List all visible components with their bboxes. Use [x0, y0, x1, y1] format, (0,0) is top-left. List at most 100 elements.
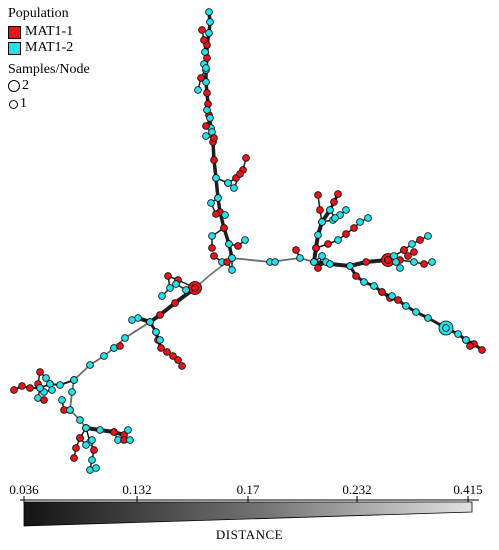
mat1-2-node — [412, 308, 420, 316]
mat1-2-node — [126, 436, 134, 444]
mat1-2-node — [206, 18, 214, 26]
mat1-2-node — [76, 416, 84, 424]
node-size-2-icon — [8, 80, 20, 92]
mat1-1-node — [26, 384, 34, 392]
size-legend-item-1: 1 — [8, 96, 27, 112]
mat1-2-node — [241, 236, 249, 244]
mat1-1-node — [203, 89, 211, 97]
mat1-2-node — [334, 236, 342, 244]
mat1-2-node — [410, 258, 418, 266]
mat1-2-node — [442, 324, 450, 332]
mat1-1-node — [210, 134, 218, 142]
mat1-1-node — [316, 206, 324, 214]
mat1-2-node — [224, 179, 232, 187]
mat1-1-node — [212, 210, 220, 218]
mat1-1-node — [198, 26, 206, 34]
mat1-2-node — [205, 29, 213, 37]
mat1-2-node — [36, 384, 44, 392]
mat1-2-node — [326, 260, 334, 268]
mat1-1-node — [334, 190, 342, 198]
mat1-1-node — [394, 296, 402, 304]
node-size-1-icon — [9, 99, 18, 109]
mat1-1-node — [40, 396, 48, 404]
mat1-2-node — [182, 286, 190, 294]
mat1-2-node — [314, 231, 322, 239]
mat1-1-node — [312, 244, 320, 252]
mat1-1-node — [200, 36, 208, 44]
mat1-2-node — [205, 8, 213, 16]
scale-tick-label: 0.17 — [236, 482, 260, 497]
mat1-1-node — [404, 252, 412, 260]
mat1-2-node — [206, 114, 214, 122]
mat1-2-node — [128, 316, 136, 324]
network-nodes — [10, 8, 486, 474]
mat1-2-node — [331, 214, 339, 222]
mat1-2-node — [388, 292, 396, 300]
mat1-1-node — [197, 74, 205, 82]
legend-item-label: MAT1-2 — [25, 40, 74, 55]
scale-tick-label: 0.415 — [453, 482, 483, 497]
mat1-2-node — [121, 334, 129, 342]
scale-tick-label: 0.232 — [342, 482, 372, 497]
mat1-1-node — [202, 122, 210, 130]
mat1-2-node — [194, 86, 202, 94]
mat1-2-node — [364, 214, 372, 222]
mat1-1-node — [110, 428, 118, 436]
mat1-2-node — [88, 436, 96, 444]
mat1-2-node — [428, 258, 436, 266]
mat1-1-node — [378, 288, 386, 296]
mat1-2-node — [158, 292, 166, 300]
samples-per-node-title: Samples/Node — [8, 62, 90, 77]
mat1-2-node — [408, 240, 416, 248]
mat1-2-node — [318, 218, 326, 226]
mat1-2-node — [42, 374, 50, 382]
mat1-2-node — [66, 406, 74, 414]
mat1-1-node — [223, 258, 231, 266]
mat1-2-node — [156, 336, 164, 344]
mat1-2-node — [202, 78, 210, 86]
mat1-2-node — [96, 426, 104, 434]
network-edge — [73, 427, 87, 459]
scale-tick-label: 0.132 — [122, 482, 152, 497]
mat1-1-node — [350, 224, 358, 232]
mat1-1-node — [234, 242, 242, 250]
mat1-1-swatch — [8, 25, 21, 39]
mat1-1-node — [156, 311, 164, 319]
mat1-1-node — [342, 230, 350, 238]
mat1-1-node — [90, 446, 98, 454]
legend-item-mat1-1: MAT1-1 — [8, 24, 73, 40]
mat1-1-node — [164, 272, 172, 280]
distance-scale — [20, 496, 479, 527]
mat1-1-node — [76, 434, 84, 442]
mat1-1-node — [400, 246, 408, 254]
mat1-1-node — [352, 272, 360, 280]
size-legend-item-2: 2 — [8, 78, 29, 94]
mat1-2-node — [424, 232, 432, 240]
mat1-2-node — [82, 424, 90, 432]
mat1-1-node — [210, 252, 218, 260]
mat1-2-node — [124, 426, 132, 434]
mat1-2-node — [100, 352, 108, 360]
mat1-1-node — [330, 198, 338, 206]
mat1-2-swatch — [8, 41, 21, 55]
mat1-2-node — [342, 206, 350, 214]
mat1-1-node — [36, 368, 44, 376]
mat1-2-node — [146, 318, 154, 326]
mat1-2-node — [207, 199, 215, 207]
mat1-1-node — [420, 260, 428, 268]
mat1-2-node — [370, 282, 378, 290]
mat1-2-node — [228, 266, 236, 274]
mat1-1-node — [466, 342, 474, 350]
mat1-2-node — [271, 258, 279, 266]
distance-axis-label: DISTANCE — [215, 527, 284, 542]
mat1-1-node — [178, 362, 186, 370]
mat1-2-node — [56, 381, 64, 389]
mat1-2-node — [86, 361, 94, 369]
mat1-2-node — [172, 280, 180, 288]
mat1-2-node — [201, 48, 209, 56]
mat1-1-node — [18, 382, 26, 390]
mat1-1-node — [314, 191, 322, 199]
mat1-1-node — [163, 348, 171, 356]
mat1-2-node — [454, 330, 462, 338]
